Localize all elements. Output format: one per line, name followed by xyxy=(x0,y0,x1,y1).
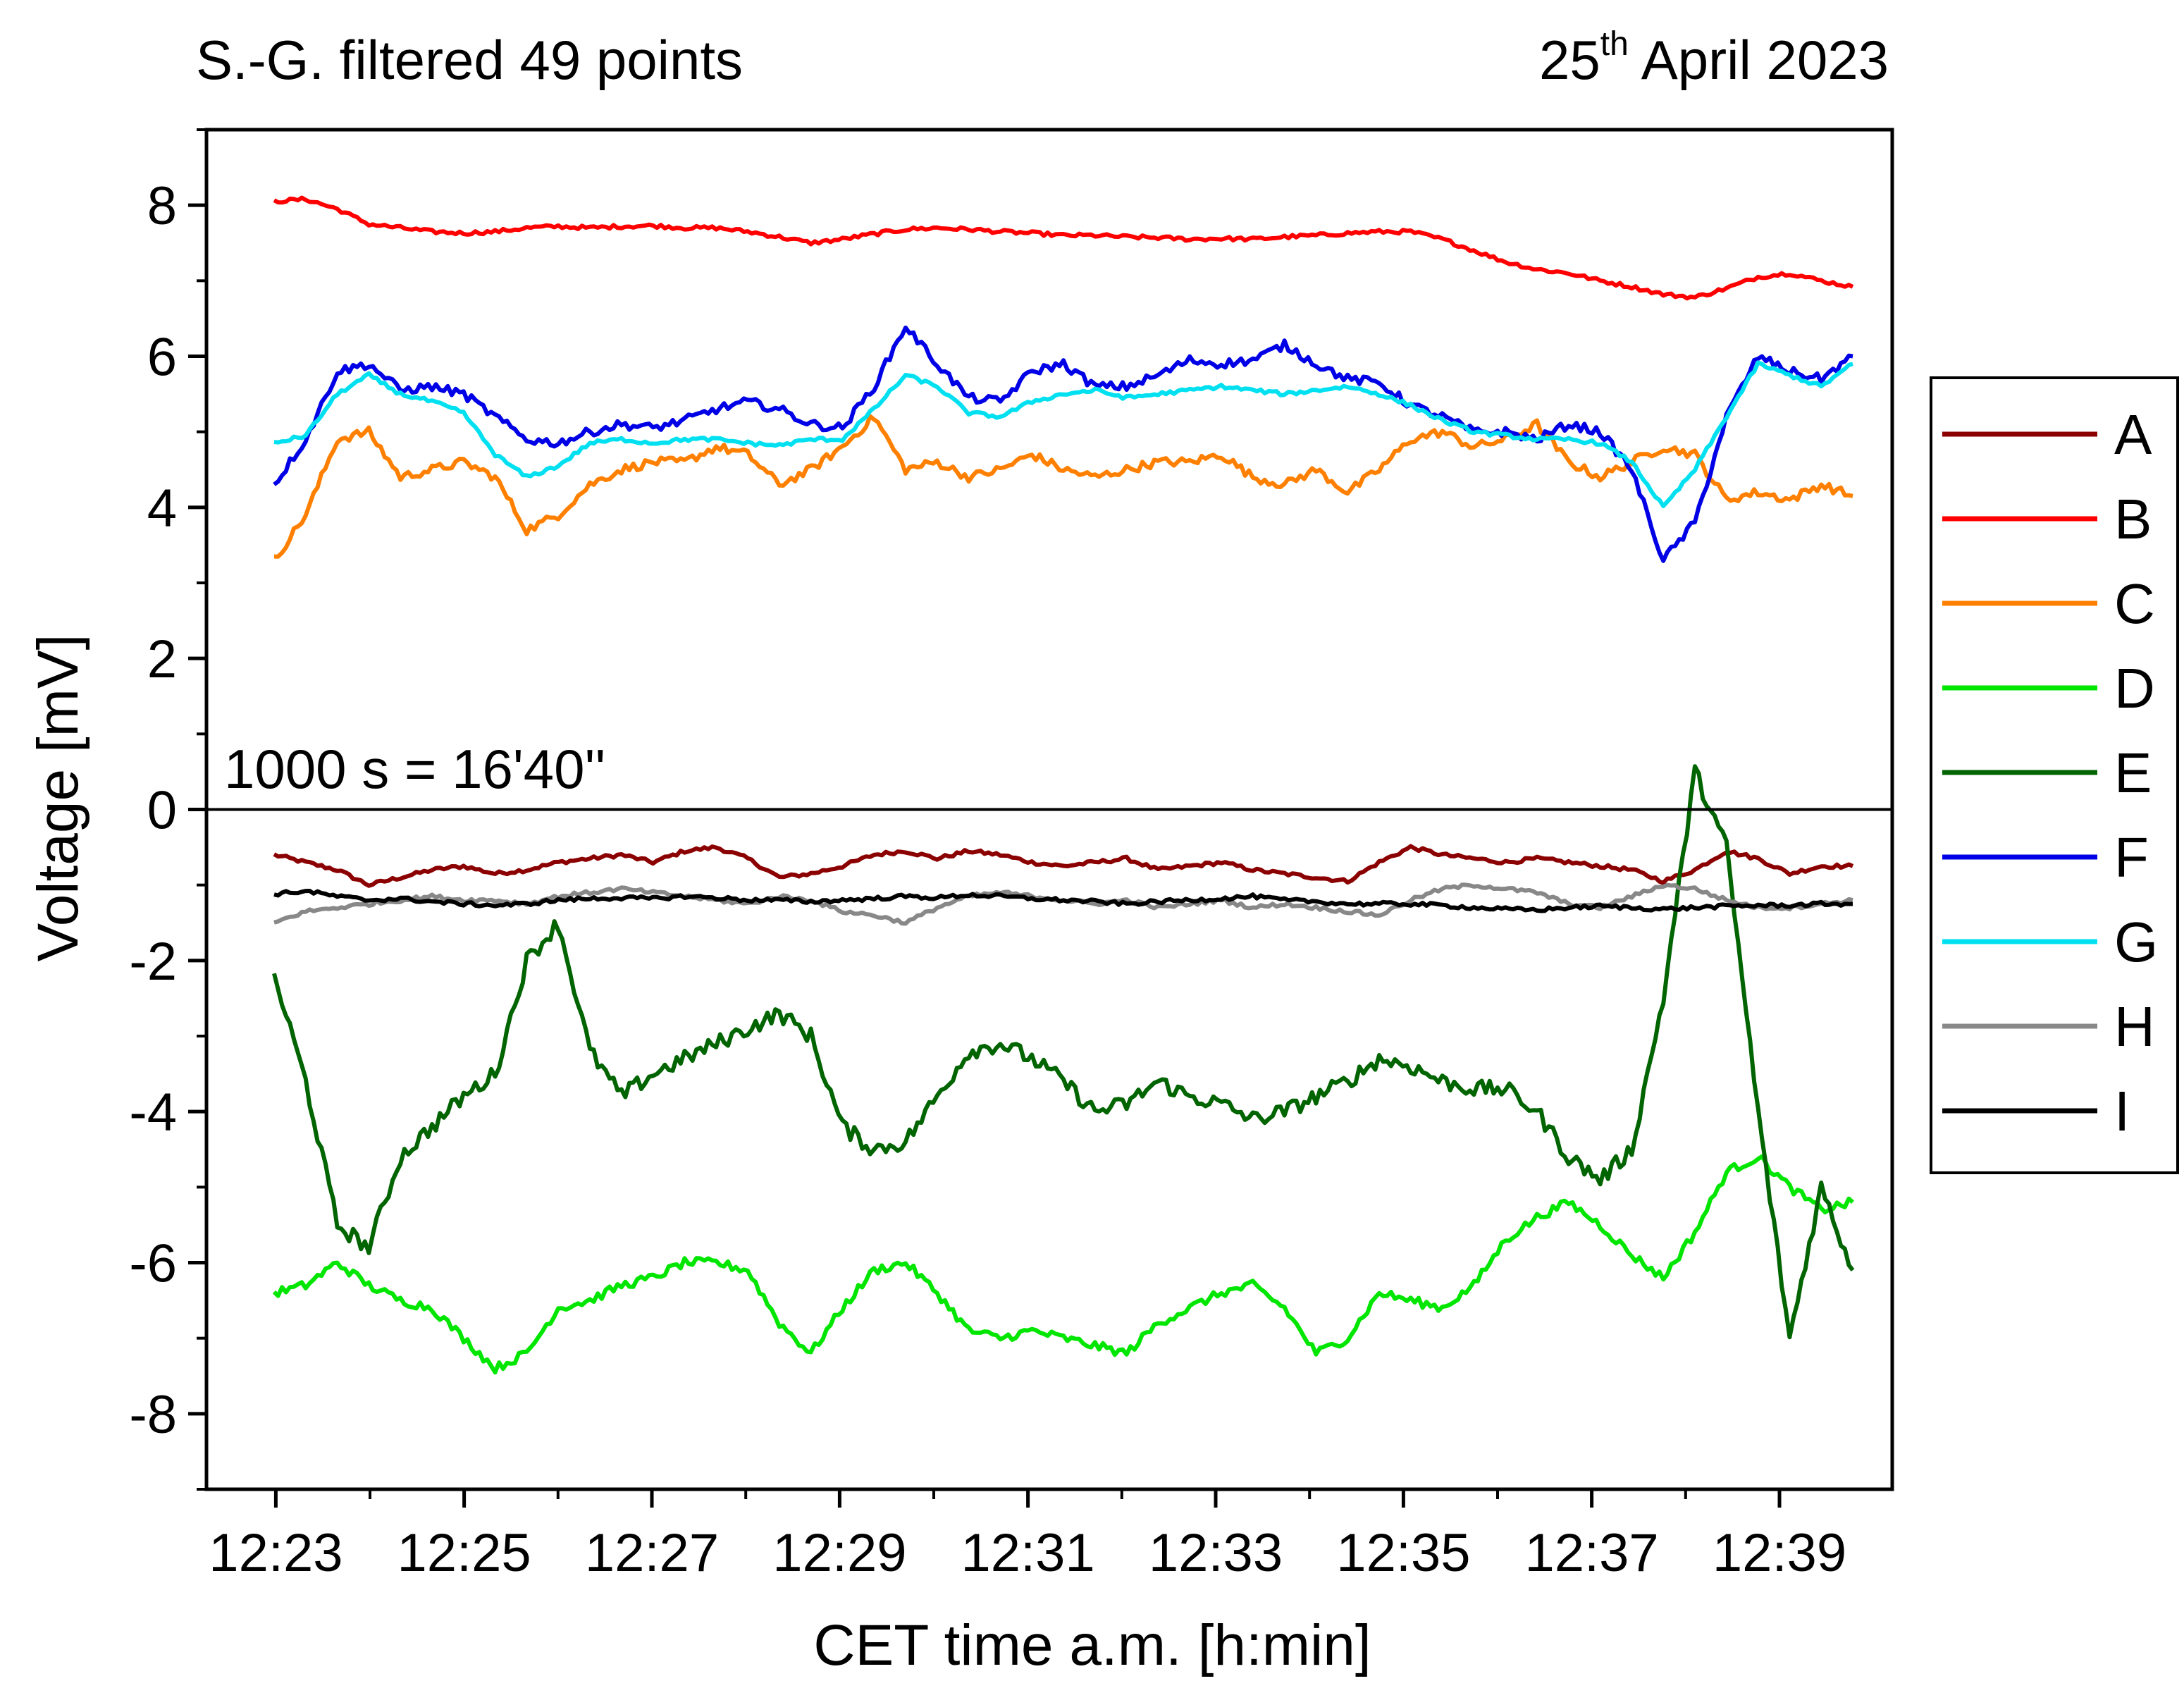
x-axis-label: CET time a.m. [h:min] xyxy=(813,1613,1371,1677)
date-suffix: th xyxy=(1600,25,1629,63)
series-line-E xyxy=(272,764,1855,1340)
y-tick-label: 2 xyxy=(147,629,177,689)
legend-label-H: H xyxy=(2114,995,2155,1058)
y-tick-label: 8 xyxy=(147,176,177,236)
series-line-D xyxy=(272,1154,1855,1375)
y-tick-label: -6 xyxy=(129,1234,177,1294)
date-rest: April 2023 xyxy=(1641,29,1889,91)
x-tick-label: 12:33 xyxy=(1149,1523,1283,1583)
y-tick-label: -4 xyxy=(129,1083,177,1142)
chart-date: 25th April 2023 xyxy=(1539,25,1889,91)
y-tick-label: 0 xyxy=(147,781,177,841)
x-tick-label: 12:25 xyxy=(397,1523,531,1583)
x-tick-label: 12:39 xyxy=(1713,1523,1846,1583)
legend-label-D: D xyxy=(2114,657,2155,720)
chart-title: S.-G. filtered 49 points xyxy=(196,29,743,91)
legend-label-B: B xyxy=(2114,488,2152,550)
y-tick-label: 4 xyxy=(147,479,177,538)
date-day: 25 xyxy=(1539,29,1600,91)
y-tick-label: -8 xyxy=(129,1385,177,1445)
series-line-A xyxy=(273,844,1854,888)
legend-label-G: G xyxy=(2114,911,2158,973)
series-line-B xyxy=(273,195,1854,301)
y-axis-label: Voltage [mV] xyxy=(26,634,90,962)
legend-label-E: E xyxy=(2114,741,2152,804)
x-tick-label: 12:31 xyxy=(961,1523,1095,1583)
series-line-C xyxy=(273,414,1853,559)
legend-label-A: A xyxy=(2114,403,2152,466)
legend-box xyxy=(1930,376,2179,1174)
time-annotation: 1000 s = 16'40'' xyxy=(224,738,605,800)
x-tick-label: 12:23 xyxy=(209,1523,343,1583)
legend-label-I: I xyxy=(2114,1080,2130,1142)
legend-label-C: C xyxy=(2114,572,2155,635)
series-layer xyxy=(272,195,1855,1375)
x-tick-label: 12:35 xyxy=(1336,1523,1470,1583)
y-tick-label: -2 xyxy=(129,932,177,992)
x-tick-label: 12:29 xyxy=(772,1523,906,1583)
x-tick-label: 12:27 xyxy=(585,1523,719,1583)
series-line-G xyxy=(273,360,1853,508)
legend-label-F: F xyxy=(2114,826,2149,889)
series-line-I xyxy=(273,889,1853,913)
x-tick-label: 12:37 xyxy=(1525,1523,1659,1583)
series-line-F xyxy=(273,325,1853,563)
axes-layer: 8 6 4 2 0 -2 -4 -6 -8 12:23 12:25 12:27 12:29 12:31 12… xyxy=(129,128,1894,1583)
y-tick-label: 6 xyxy=(147,328,177,388)
